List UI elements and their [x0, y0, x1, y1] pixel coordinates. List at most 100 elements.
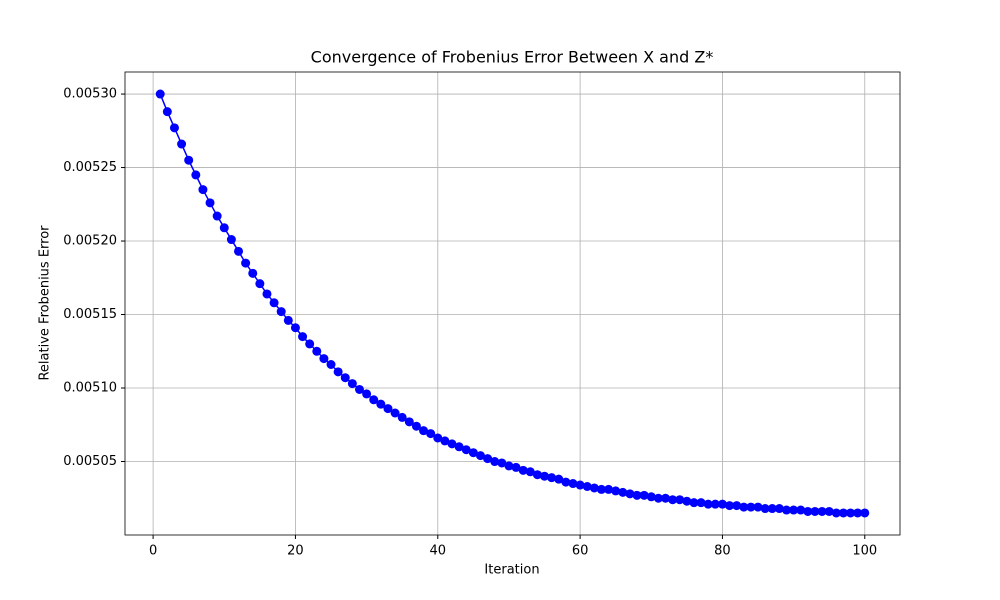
point [547, 473, 557, 483]
point [646, 492, 656, 502]
point [846, 508, 856, 518]
x-axis-label: Iteration [484, 563, 539, 578]
point [717, 499, 727, 509]
point [604, 484, 614, 494]
point [234, 246, 244, 256]
point [760, 504, 770, 514]
point [803, 506, 813, 516]
point [411, 421, 421, 431]
point [340, 373, 350, 383]
point [262, 289, 272, 299]
point [290, 323, 300, 333]
point [860, 508, 870, 518]
point [433, 433, 443, 443]
point [532, 470, 542, 480]
point [568, 479, 578, 489]
point [404, 417, 414, 427]
point [789, 505, 799, 515]
point [390, 408, 400, 418]
point [184, 155, 194, 165]
point [333, 367, 343, 377]
y-tick-label: 0.00510 [63, 381, 117, 396]
point [824, 506, 834, 516]
point [525, 467, 535, 477]
point [504, 461, 514, 471]
point [853, 508, 863, 518]
point [347, 379, 357, 389]
point [575, 480, 585, 490]
y-axis-label: Relative Frobenius Error [38, 225, 53, 381]
x-tick-label: 60 [572, 544, 589, 559]
y-tick-label: 0.00525 [63, 160, 117, 175]
point [518, 465, 528, 475]
point [155, 89, 165, 99]
point [596, 484, 606, 494]
point [226, 235, 236, 245]
point [675, 495, 685, 505]
point [831, 508, 841, 518]
point [725, 501, 735, 511]
point [796, 505, 806, 515]
point [618, 487, 628, 497]
point [255, 279, 265, 289]
point [810, 506, 820, 516]
point [369, 395, 379, 405]
point [362, 389, 372, 399]
point [219, 223, 229, 233]
point [191, 170, 201, 180]
point [426, 429, 436, 439]
point [383, 404, 393, 414]
chart-title: Convergence of Frobenius Error Between X… [311, 48, 714, 67]
point [397, 412, 407, 422]
point [561, 477, 571, 487]
point [205, 198, 215, 208]
point [468, 448, 478, 458]
x-tick-label: 80 [714, 544, 731, 559]
y-tick-label: 0.00530 [63, 87, 117, 102]
point [319, 354, 329, 364]
point [540, 471, 550, 481]
point [419, 426, 429, 436]
point [554, 474, 564, 484]
point [169, 123, 179, 133]
point [625, 489, 635, 499]
point [739, 502, 749, 512]
point [589, 483, 599, 493]
x-tick-label: 0 [149, 544, 157, 559]
y-tick-label: 0.00520 [63, 234, 117, 249]
point [661, 493, 671, 503]
point [774, 504, 784, 514]
point [276, 307, 286, 317]
point [781, 505, 791, 515]
point [668, 495, 678, 505]
point [817, 506, 827, 516]
point [703, 499, 713, 509]
point [198, 185, 208, 195]
point [248, 268, 258, 278]
x-tick-label: 40 [430, 544, 447, 559]
point [497, 458, 507, 468]
point [177, 139, 187, 149]
point [354, 384, 364, 394]
point [447, 439, 457, 449]
point [611, 486, 621, 496]
series-line [159, 93, 865, 514]
point [454, 442, 464, 452]
point [753, 502, 763, 512]
point [696, 498, 706, 508]
point [746, 502, 756, 512]
point [326, 359, 336, 369]
y-tick-label: 0.00515 [63, 307, 117, 322]
point [305, 339, 315, 349]
point [283, 315, 293, 325]
point [312, 346, 322, 356]
point [212, 211, 222, 221]
point [440, 436, 450, 446]
point [511, 462, 521, 472]
point [632, 490, 642, 500]
point [682, 496, 692, 506]
plot-frame [124, 71, 901, 536]
x-tick-label: 20 [287, 544, 304, 559]
x-tick-label: 100 [852, 544, 877, 559]
